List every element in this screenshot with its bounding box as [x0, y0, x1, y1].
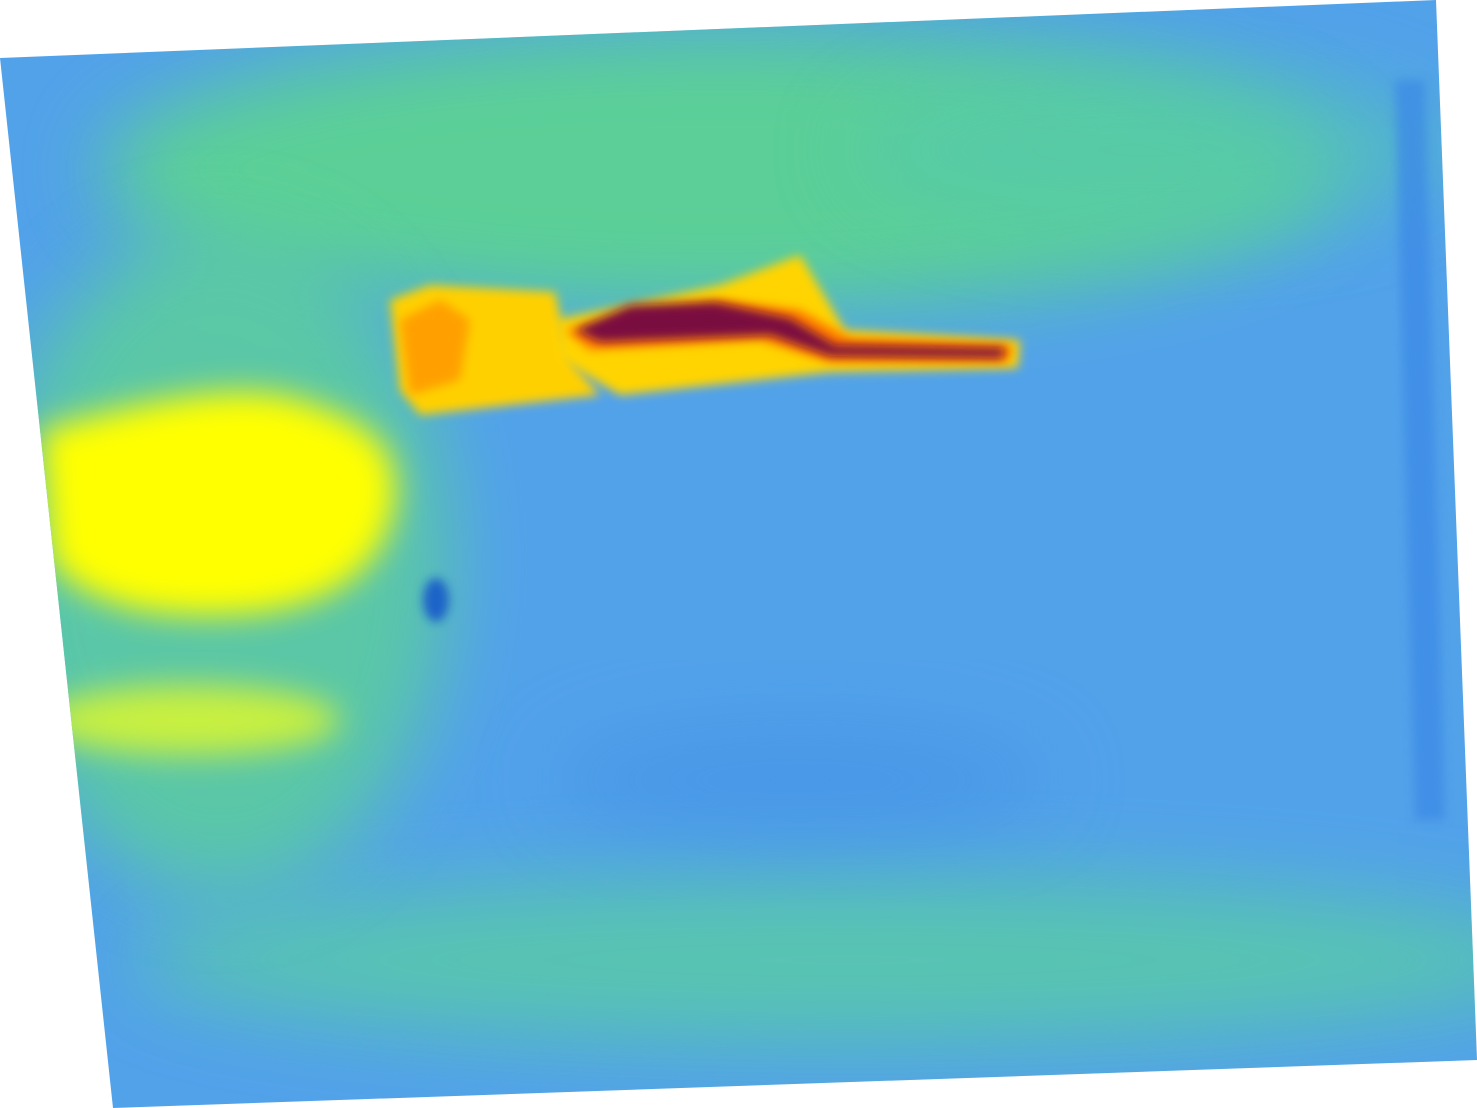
- dark-spot: [423, 578, 449, 622]
- lower-band: [130, 875, 1477, 1045]
- upper-right-band: [850, 70, 1450, 230]
- orange-core: [400, 300, 470, 395]
- lower-yellow-band: [40, 685, 340, 755]
- yellow-blob: [40, 391, 396, 616]
- right-edge-strip: [1395, 80, 1445, 820]
- streak-core: [575, 302, 1005, 358]
- dark-patch: [550, 720, 1050, 840]
